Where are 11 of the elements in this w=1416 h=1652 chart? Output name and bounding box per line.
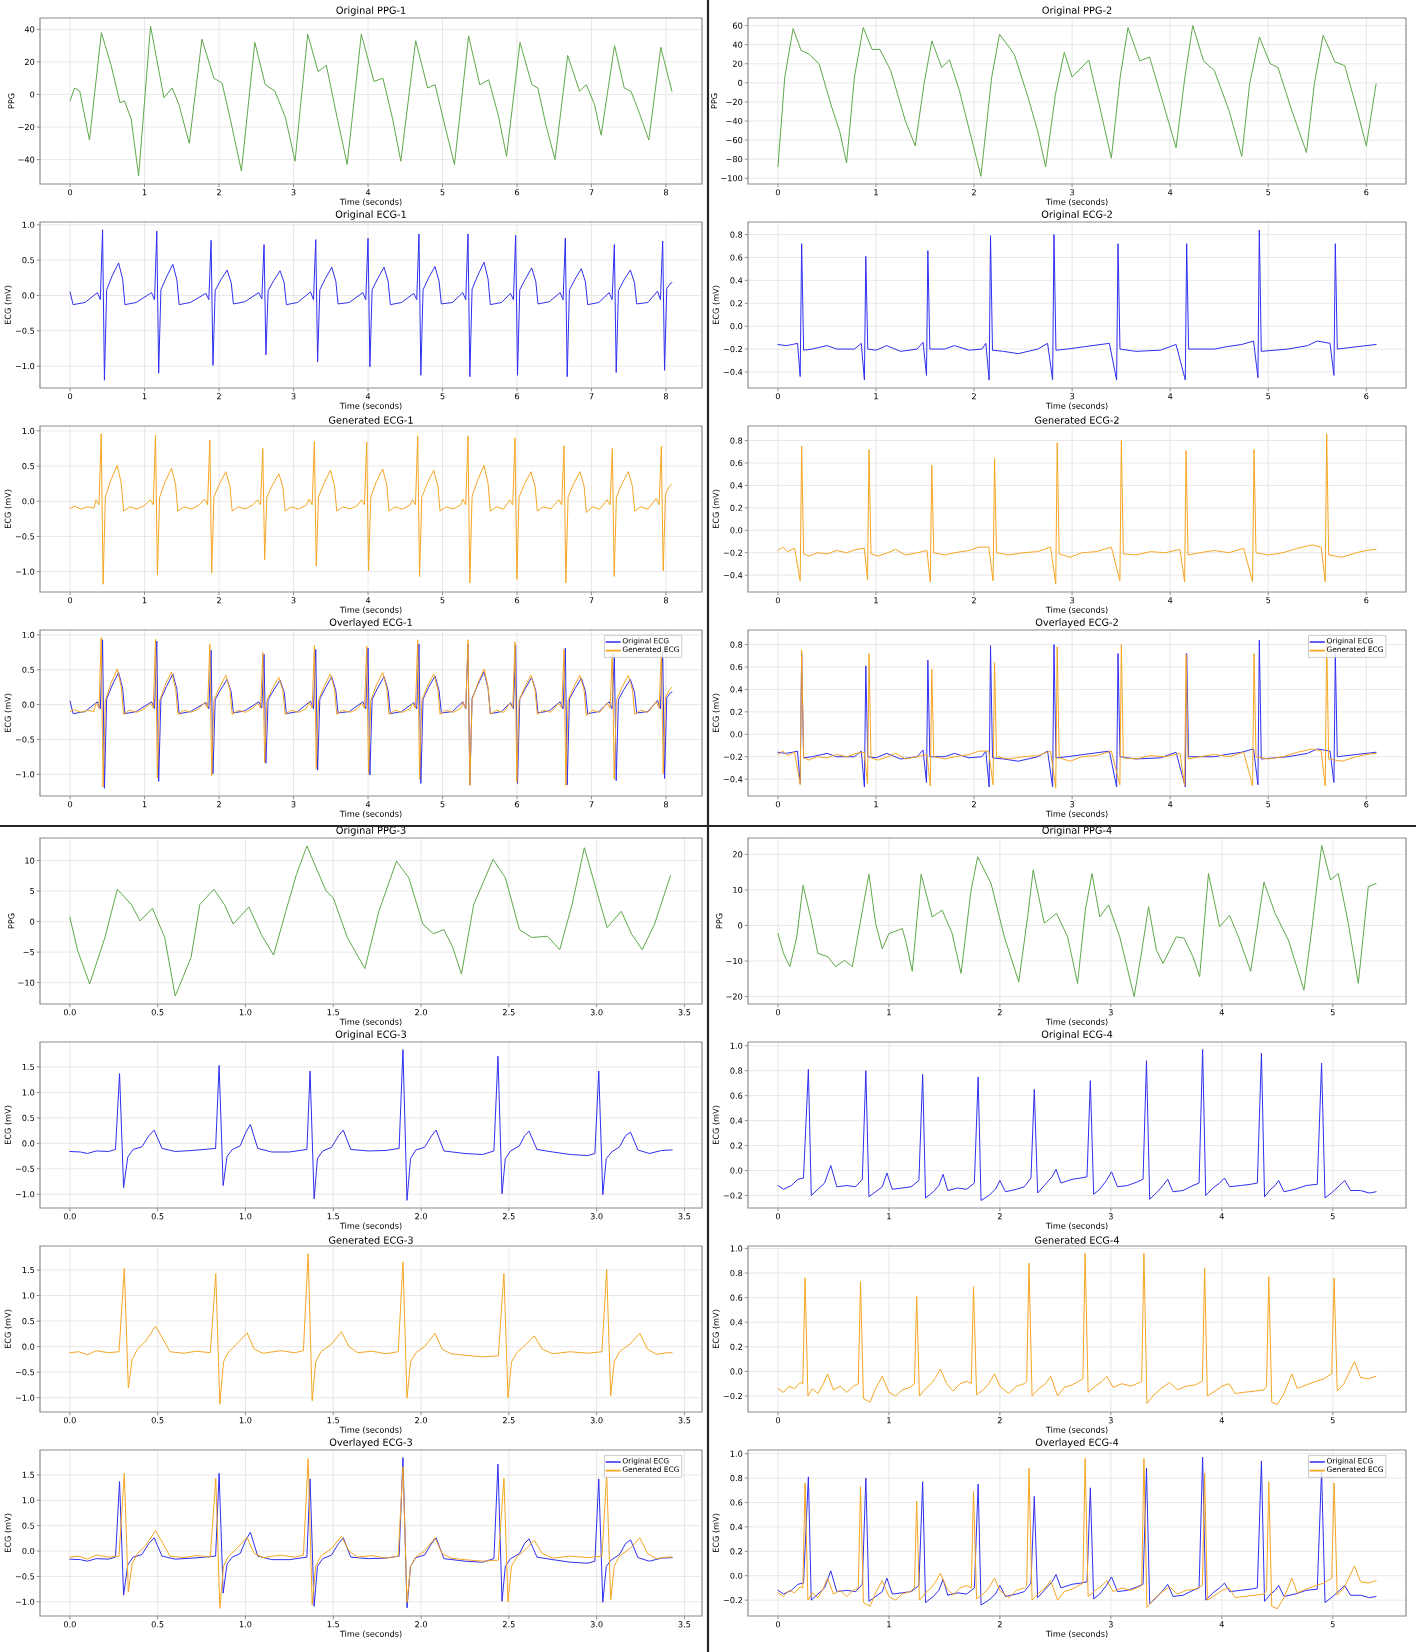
line-series xyxy=(777,1252,1377,1406)
line-series xyxy=(69,1253,673,1405)
line-series xyxy=(69,845,671,997)
line-series xyxy=(69,1049,673,1201)
line-series xyxy=(69,433,673,585)
line-series xyxy=(777,25,1377,177)
line-series xyxy=(69,25,673,177)
line-series xyxy=(777,433,1377,585)
line-series xyxy=(69,229,673,381)
line-series xyxy=(777,844,1377,998)
line-series xyxy=(777,229,1377,381)
